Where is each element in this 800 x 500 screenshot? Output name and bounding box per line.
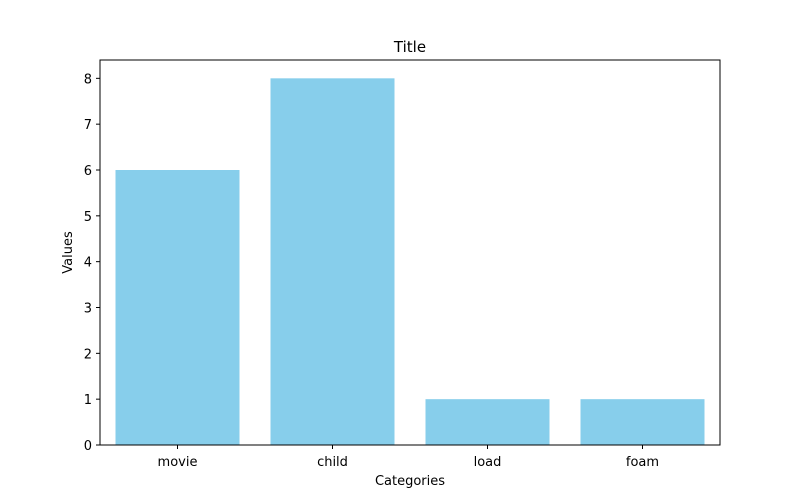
x-tick-label: load xyxy=(474,455,502,470)
bar-child xyxy=(270,78,395,445)
y-tick-label: 0 xyxy=(84,439,92,454)
plot-area-frame xyxy=(99,59,721,446)
bar-foam xyxy=(580,399,705,445)
x-tick-label: foam xyxy=(626,455,659,470)
y-tick-label: 6 xyxy=(84,164,92,179)
y-tick-label: 5 xyxy=(84,210,92,225)
bar-load xyxy=(425,399,550,445)
y-tick-label: 2 xyxy=(84,347,92,362)
y-tick-label: 8 xyxy=(84,72,92,87)
y-tick-label: 7 xyxy=(84,118,92,133)
y-tick-label: 3 xyxy=(84,302,92,317)
y-axis-label: Values xyxy=(61,231,76,274)
bar-movie xyxy=(115,170,240,445)
x-axis-ticks: movie child load foam xyxy=(158,445,659,470)
y-axis-ticks: 0 1 2 3 4 5 6 7 8 xyxy=(84,72,100,454)
x-tick-label: movie xyxy=(158,455,198,470)
x-axis-label: Categories xyxy=(375,474,445,489)
bars-group xyxy=(115,78,705,445)
x-tick-label: child xyxy=(317,455,348,470)
y-tick-label: 1 xyxy=(84,393,92,408)
chart-title: Title xyxy=(393,38,426,56)
y-tick-label: 4 xyxy=(84,256,92,271)
